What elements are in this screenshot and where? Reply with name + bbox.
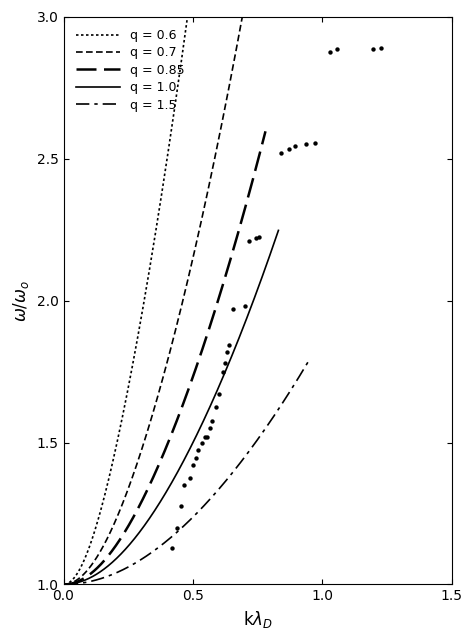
Point [209,416,216,426]
Point [219,367,227,377]
Point [189,460,197,470]
Point [277,148,285,158]
Point [253,233,260,243]
Point [302,139,310,149]
Point [173,522,181,533]
Point [180,480,188,490]
Point [245,236,253,246]
Point [212,402,220,412]
Point [223,347,230,357]
X-axis label: k$\lambda_D$: k$\lambda_D$ [243,609,273,630]
Point [187,473,194,483]
Point [369,44,377,54]
Point [241,301,248,312]
Point [201,431,209,442]
Point [206,423,214,433]
Point [226,340,233,350]
Legend: q = 0.6, q = 0.7, q = 0.85, q = 1.0, q = 1.5: q = 0.6, q = 0.7, q = 0.85, q = 1.0, q =… [70,23,191,118]
Point [311,138,319,148]
Point [255,231,263,242]
Point [285,144,292,154]
Point [198,437,206,447]
Point [168,542,176,553]
Y-axis label: $\omega/\omega_o$: $\omega/\omega_o$ [11,279,31,322]
Point [178,501,185,512]
Point [221,358,229,368]
Point [192,453,200,463]
Point [194,444,202,454]
Point [377,43,384,53]
Point [203,431,211,442]
Point [327,47,334,57]
Point [215,389,223,399]
Point [292,140,299,151]
Point [229,304,237,314]
Point [333,44,340,54]
